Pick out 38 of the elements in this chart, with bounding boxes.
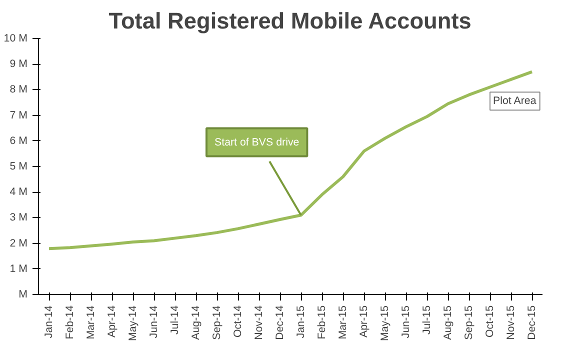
y-tick-label: 4 M <box>10 186 28 198</box>
y-tick-label: 1 M <box>10 262 28 275</box>
x-tick-label: Aug-14 <box>190 305 202 340</box>
x-tick-label: Dec-15 <box>526 305 538 340</box>
x-tick-label: Apr-15 <box>358 305 370 338</box>
y-tick-label: 6 M <box>10 134 28 147</box>
x-tick-label: Mar-15 <box>337 305 349 340</box>
x-tick-label: Jan-14 <box>43 305 55 338</box>
x-tick-label: Sep-15 <box>463 305 475 340</box>
x-tick-label: Oct-15 <box>484 305 496 338</box>
y-tick-label: 10 M <box>4 32 28 44</box>
y-tick-label: 2 M <box>10 237 28 250</box>
x-tick-label: Nov-14 <box>253 305 265 340</box>
y-tick-label: 5 M <box>10 160 28 172</box>
x-tick-label: Apr-14 <box>106 305 118 338</box>
y-tick-label: M <box>18 288 28 300</box>
annotation: Plot Area <box>493 95 536 108</box>
x-tick-label: Jan-15 <box>295 305 307 338</box>
y-tick-label: 7 M <box>10 109 28 122</box>
x-tick-label: Jul-14 <box>169 305 181 335</box>
y-tick-label: 8 M <box>10 84 28 96</box>
x-tick-label: May-14 <box>127 305 139 342</box>
x-tick-label: Nov-15 <box>505 305 517 340</box>
x-tick-label: Feb-15 <box>316 305 328 340</box>
x-tick-label: Jul-15 <box>421 305 433 335</box>
x-tick-label: Mar-14 <box>85 305 97 340</box>
x-tick-label: May-15 <box>379 305 391 342</box>
y-tick-label: 9 M <box>10 58 28 70</box>
x-tick-label: Sep-14 <box>211 305 223 340</box>
y-tick-label: 3 M <box>10 212 28 224</box>
chart-title: Total Registered Mobile Accounts <box>108 8 472 34</box>
annotation: Start of BVS drive <box>214 136 300 148</box>
x-tick-label: Aug-15 <box>442 305 454 340</box>
x-tick-label: Oct-14 <box>232 305 244 338</box>
x-tick-label: Jun-15 <box>400 305 412 338</box>
x-tick-label: Jun-14 <box>148 305 160 338</box>
x-tick-label: Feb-14 <box>64 305 76 340</box>
x-tick-label: Dec-14 <box>274 305 286 340</box>
